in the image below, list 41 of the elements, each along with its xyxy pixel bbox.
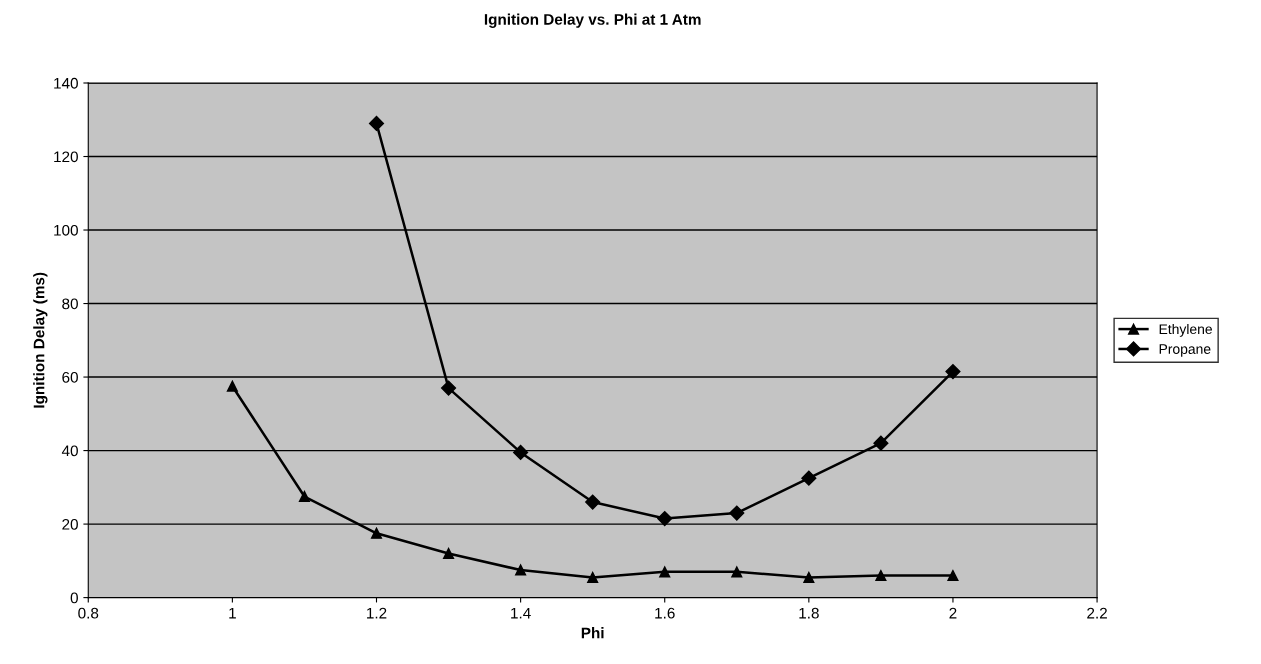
point bbox=[803, 571, 815, 583]
point bbox=[875, 569, 887, 582]
x-axis-title: Phi bbox=[581, 627, 604, 639]
y-axis-title: Ignition Delay (ms) bbox=[33, 272, 48, 408]
point bbox=[440, 380, 457, 396]
x-tick-label: 1 bbox=[229, 607, 236, 619]
point bbox=[657, 511, 673, 527]
point bbox=[729, 505, 745, 521]
point bbox=[731, 566, 743, 578]
point bbox=[659, 566, 671, 578]
x-tick-label: 0.8 bbox=[78, 607, 99, 619]
point bbox=[515, 564, 527, 576]
point bbox=[587, 571, 599, 583]
point bbox=[945, 363, 961, 380]
point bbox=[226, 380, 238, 392]
point bbox=[442, 547, 455, 560]
x-tick-label: 1.4 bbox=[511, 607, 531, 619]
x-tick-label: 1.8 bbox=[799, 607, 819, 619]
point bbox=[298, 490, 310, 503]
point bbox=[370, 527, 383, 539]
point bbox=[585, 494, 601, 510]
x-tick-label: 1.6 bbox=[655, 607, 675, 619]
chart-title: Ignition Delay vs. Phi at 1 Atm bbox=[484, 13, 701, 28]
y-tick-label: 20 bbox=[62, 518, 78, 530]
y-tick-label: 120 bbox=[54, 151, 78, 163]
x-tick-label: 1.2 bbox=[367, 607, 387, 619]
y-tick-label: 0 bbox=[70, 592, 78, 604]
y-tick-label: 60 bbox=[62, 371, 78, 383]
y-tick-label: 40 bbox=[61, 445, 78, 457]
x-tick-label: 2 bbox=[949, 607, 957, 619]
y-tick-label: 100 bbox=[54, 224, 78, 236]
x-tick-label: 2.2 bbox=[1087, 607, 1107, 619]
y-tick-label: 80 bbox=[62, 298, 78, 310]
point bbox=[513, 444, 529, 460]
point bbox=[873, 435, 889, 451]
legend-label: Propane bbox=[1159, 344, 1211, 357]
point bbox=[947, 569, 959, 582]
point bbox=[368, 115, 385, 132]
legend-label: Ethylene bbox=[1159, 323, 1212, 337]
y-tick-label: 140 bbox=[54, 77, 78, 89]
point bbox=[801, 470, 817, 486]
